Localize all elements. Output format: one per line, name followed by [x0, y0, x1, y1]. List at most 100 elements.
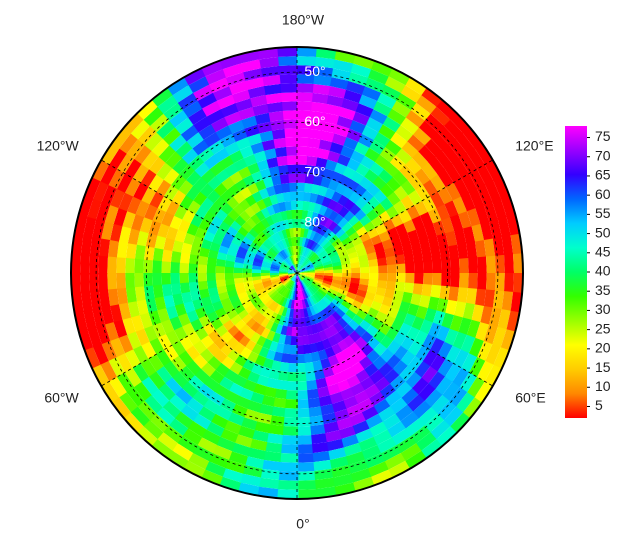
- field-cell: [224, 260, 235, 268]
- field-cell: [349, 330, 362, 343]
- field-cell: [264, 238, 274, 248]
- field-cell: [304, 248, 311, 258]
- field-cell: [196, 92, 217, 110]
- field-cell: [172, 240, 184, 254]
- field-cell: [315, 270, 325, 273]
- field-cell: [297, 471, 317, 481]
- field-cell: [311, 323, 320, 335]
- field-cell: [150, 413, 171, 434]
- field-cell: [296, 209, 303, 219]
- field-cell: [152, 208, 166, 225]
- field-cell: [305, 274, 315, 278]
- field-cell: [181, 291, 193, 305]
- field-cell: [283, 288, 290, 298]
- field-cell: [412, 282, 424, 295]
- field-cell: [435, 98, 457, 120]
- field-cell: [165, 377, 183, 396]
- field-cell: [354, 208, 367, 221]
- field-cell: [200, 239, 213, 251]
- field-cell: [255, 324, 266, 336]
- field-cell: [93, 344, 110, 367]
- field-cell: [424, 222, 437, 238]
- field-cell: [111, 127, 131, 150]
- field-cell: [437, 186, 453, 205]
- field-cell: [300, 256, 305, 265]
- field-cell: [245, 250, 256, 258]
- field-cell: [404, 157, 422, 175]
- field-cell: [281, 239, 288, 249]
- field-cell: [215, 265, 225, 274]
- field-cell: [71, 253, 81, 275]
- field-cell: [253, 112, 271, 125]
- field-cell: [284, 238, 290, 248]
- field-cell: [326, 304, 336, 315]
- field-cell: [513, 271, 523, 293]
- field-cell: [310, 92, 329, 104]
- field-cell: [384, 368, 400, 384]
- field-cell: [238, 145, 254, 159]
- field-cell: [368, 108, 388, 125]
- field-cell: [377, 256, 388, 266]
- field-cell: [405, 417, 426, 436]
- field-cell: [359, 259, 369, 268]
- field-cell: [388, 460, 412, 478]
- field-cell: [193, 445, 215, 462]
- field-cell: [71, 291, 84, 314]
- field-cell: [453, 348, 470, 368]
- field-cell: [214, 125, 233, 141]
- latitude-label: 80°: [304, 213, 325, 229]
- field-cell: [261, 395, 276, 407]
- longitude-label: 120°W: [37, 138, 80, 154]
- field-cell: [194, 368, 211, 385]
- field-cell: [101, 185, 117, 207]
- field-cell: [343, 395, 359, 409]
- field-cell: [279, 268, 289, 272]
- field-cell: [314, 276, 324, 280]
- field-cell: [398, 163, 415, 180]
- field-cell: [383, 161, 400, 178]
- field-cell: [338, 303, 350, 314]
- field-cell: [484, 179, 501, 202]
- field-cell: [492, 235, 505, 256]
- field-cell: [275, 47, 297, 57]
- field-cell: [135, 200, 150, 219]
- field-cell: [484, 288, 496, 308]
- field-cell: [250, 213, 261, 225]
- field-cell: [320, 238, 329, 248]
- field-cell: [342, 272, 352, 278]
- field-cell: [242, 263, 253, 270]
- field-cell: [261, 275, 271, 280]
- field-cell: [281, 297, 288, 308]
- field-cell: [305, 268, 315, 272]
- field-cell: [307, 137, 321, 149]
- field-cell: [413, 399, 433, 419]
- field-cell: [297, 408, 311, 418]
- field-cell: [340, 280, 351, 287]
- field-cell: [278, 480, 299, 490]
- field-cell: [281, 277, 290, 284]
- field-cell: [95, 201, 111, 223]
- field-cell: [122, 113, 144, 135]
- field-cell: [366, 251, 378, 261]
- field-cell: [321, 282, 332, 289]
- field-cell: [143, 204, 158, 222]
- field-cell: [308, 240, 316, 250]
- field-cell: [274, 255, 284, 263]
- field-cell: [434, 150, 453, 170]
- field-cell: [302, 191, 312, 202]
- field-cell: [282, 426, 299, 436]
- field-cell: [297, 309, 302, 319]
- field-cell: [170, 174, 187, 191]
- field-cell: [131, 315, 145, 333]
- field-cell: [355, 428, 375, 443]
- field-cell: [338, 174, 352, 187]
- longitude-label: 120°E: [515, 138, 553, 154]
- field-cell: [298, 281, 302, 291]
- field-cell: [327, 179, 339, 192]
- field-cell: [152, 322, 167, 339]
- field-cell: [253, 282, 264, 289]
- field-cell: [387, 272, 397, 282]
- field-cell: [233, 158, 248, 172]
- field-cell: [139, 169, 157, 189]
- field-cell: [401, 291, 413, 304]
